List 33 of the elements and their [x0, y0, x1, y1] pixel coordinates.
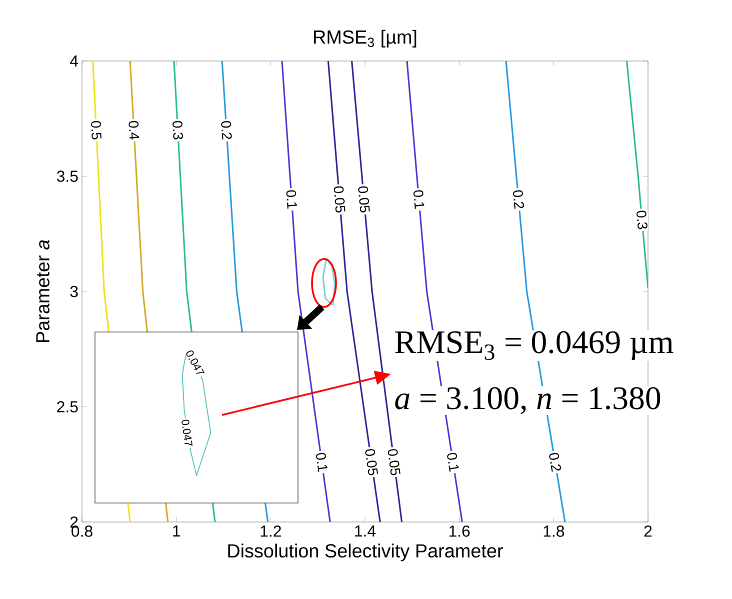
- x-tick-label: 1.2: [260, 526, 281, 537]
- y-tick-label: 3.5: [56, 170, 78, 182]
- y-tick-label: 3: [70, 286, 78, 298]
- text: 0.2: [513, 190, 524, 209]
- x-tick-label: 1.6: [449, 526, 470, 537]
- text: 0.1: [413, 190, 424, 209]
- text: 0.05: [365, 449, 378, 476]
- text: 0.3: [636, 210, 648, 230]
- x-tick-label: 1: [173, 526, 180, 536]
- y-tick-label: 2.5: [57, 401, 78, 412]
- text: 0.05: [334, 186, 346, 213]
- x-tick-label: 1.8: [544, 526, 564, 537]
- annotation: 0.047: [182, 420, 193, 446]
- y-tick-label: 4: [70, 56, 78, 66]
- annotation: RMSE$_{3}$ = 0.0469 µm: [395, 331, 674, 360]
- text: 0.4: [128, 121, 140, 140]
- x-tick-label: 1.4: [355, 526, 376, 536]
- chart-title: RMSE$_{3}$ [µm]: [314, 30, 416, 48]
- text: 0.5: [91, 121, 102, 140]
- x-tick-label: 0.8: [72, 526, 92, 537]
- x-tick-label: 2: [644, 526, 652, 537]
- text: 0.3: [172, 121, 184, 140]
- annotation: a = 3.100, n = 1.380: [395, 387, 660, 414]
- text: 0.1: [447, 452, 459, 472]
- text: 0.05: [388, 449, 400, 476]
- y-axis-title: Parameter a: [36, 240, 50, 342]
- text: 0.1: [286, 190, 297, 209]
- text: 0.2: [221, 121, 232, 140]
- text: 0.05: [358, 186, 370, 212]
- text: 0.1: [316, 452, 328, 472]
- text: 0.2: [549, 452, 561, 472]
- x-axis-title: Dissolution Selectivity Parameter: [228, 544, 503, 562]
- annotation: 0.047: [186, 350, 205, 374]
